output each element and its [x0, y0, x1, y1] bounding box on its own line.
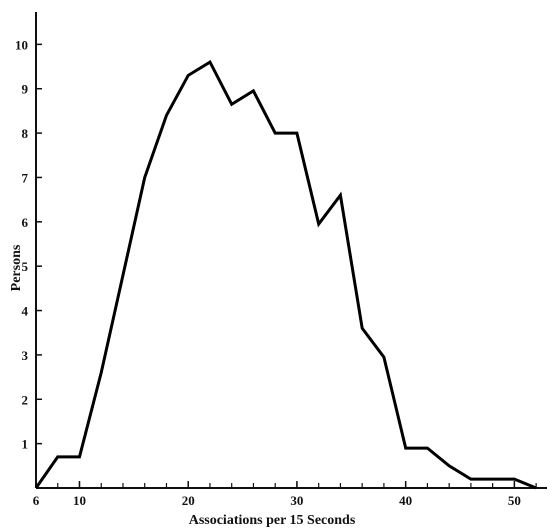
y-tick-label: 4: [22, 304, 29, 319]
y-tick-label: 5: [22, 259, 29, 274]
x-tick-label: 6: [33, 493, 40, 508]
y-tick-label: 3: [22, 348, 29, 363]
y-tick-label: 2: [22, 392, 29, 407]
ticks: [35, 43, 537, 488]
x-tick-label: 30: [290, 493, 303, 508]
series-line: [34, 59, 537, 490]
y-tick-label: 8: [22, 126, 29, 141]
y-tick-label: 6: [22, 215, 29, 230]
y-tick-label: 9: [22, 82, 29, 97]
y-tick-label: 10: [15, 37, 28, 52]
y-axis-title: Persons: [9, 244, 24, 291]
x-tick-label: 50: [508, 493, 521, 508]
series-layer: [34, 59, 537, 490]
tick-labels: 6 10 20 30 40 50 1 2 3 4 5 6 7 8 9 10: [15, 37, 521, 508]
x-tick-label: 20: [182, 493, 195, 508]
y-tick-label: 7: [22, 170, 29, 185]
x-axis-title: Associations per 15 Seconds: [189, 513, 356, 528]
axes: [35, 12, 547, 489]
y-tick-label: 1: [22, 437, 29, 452]
x-tick-label: 40: [399, 493, 412, 508]
x-tick-label: 10: [73, 493, 86, 508]
